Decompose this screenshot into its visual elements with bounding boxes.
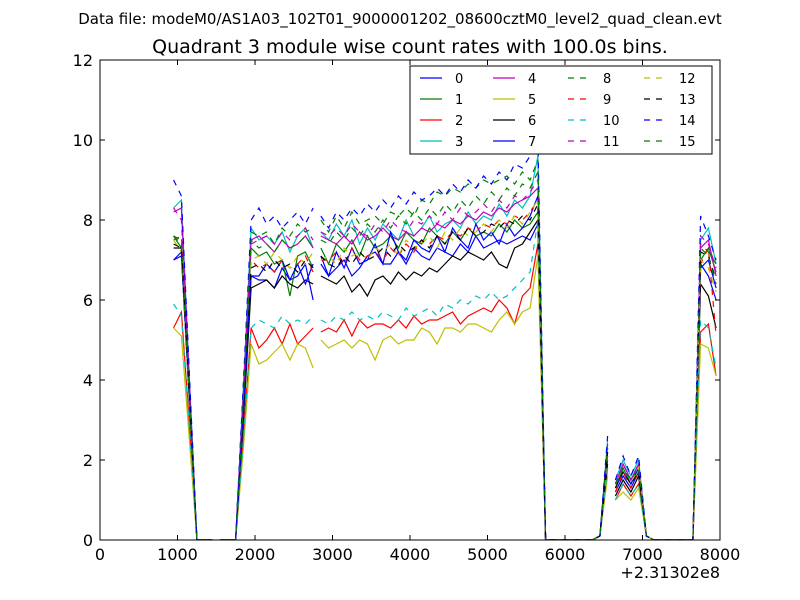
x-axis: 0 1000 2000 3000 4000 5000 6000 7000 8000: [95, 60, 740, 564]
x-offset-label: +2.31302e8: [620, 563, 720, 582]
x-tick-label: 2000: [235, 545, 276, 564]
series-layer: [173, 139, 717, 540]
legend-frame: [409, 65, 713, 155]
x-tick-label: 6000: [545, 545, 586, 564]
legend-label-12: 12: [679, 72, 696, 87]
y-tick-label: 10: [73, 131, 93, 150]
series-line-5: [173, 255, 717, 540]
x-tick-label: 7000: [622, 545, 663, 564]
y-tick-label: 2: [83, 451, 93, 470]
y-tick-label: 0: [83, 531, 93, 550]
legend-label-9: 9: [603, 93, 611, 108]
legend-label-0: 0: [455, 72, 463, 87]
x-tick-label: 1000: [157, 545, 198, 564]
legend-label-15: 15: [679, 135, 696, 150]
legend-label-14: 14: [679, 114, 696, 129]
legend-label-5: 5: [528, 93, 536, 108]
legend-label-13: 13: [679, 93, 696, 108]
y-tick-label: 6: [83, 291, 93, 310]
legend-label-4: 4: [528, 72, 536, 87]
chart-title: Quadrant 3 module wise count rates with …: [152, 36, 668, 58]
legend-label-1: 1: [455, 93, 463, 108]
legend-label-10: 10: [603, 114, 620, 129]
series-line-15: [173, 171, 717, 540]
y-tick-label: 4: [83, 371, 93, 390]
x-tick-label: 3000: [312, 545, 353, 564]
legend-label-8: 8: [603, 72, 611, 87]
x-tick-label: 0: [95, 545, 105, 564]
x-tick-label: 5000: [467, 545, 508, 564]
legend-label-7: 7: [528, 135, 536, 150]
legend-label-11: 11: [603, 135, 620, 150]
y-tick-label: 8: [83, 211, 93, 230]
x-tick-label: 4000: [390, 545, 431, 564]
chart-suptitle: Data file: modeM0/AS1A03_102T01_90000012…: [78, 10, 722, 29]
series-line-14: [173, 139, 717, 540]
legend-label-3: 3: [455, 135, 463, 150]
series-line-10: [173, 219, 717, 540]
legend-label-6: 6: [528, 114, 536, 129]
legend-label-2: 2: [455, 114, 463, 129]
x-tick-label: 8000: [700, 545, 741, 564]
y-tick-label: 12: [73, 51, 93, 70]
